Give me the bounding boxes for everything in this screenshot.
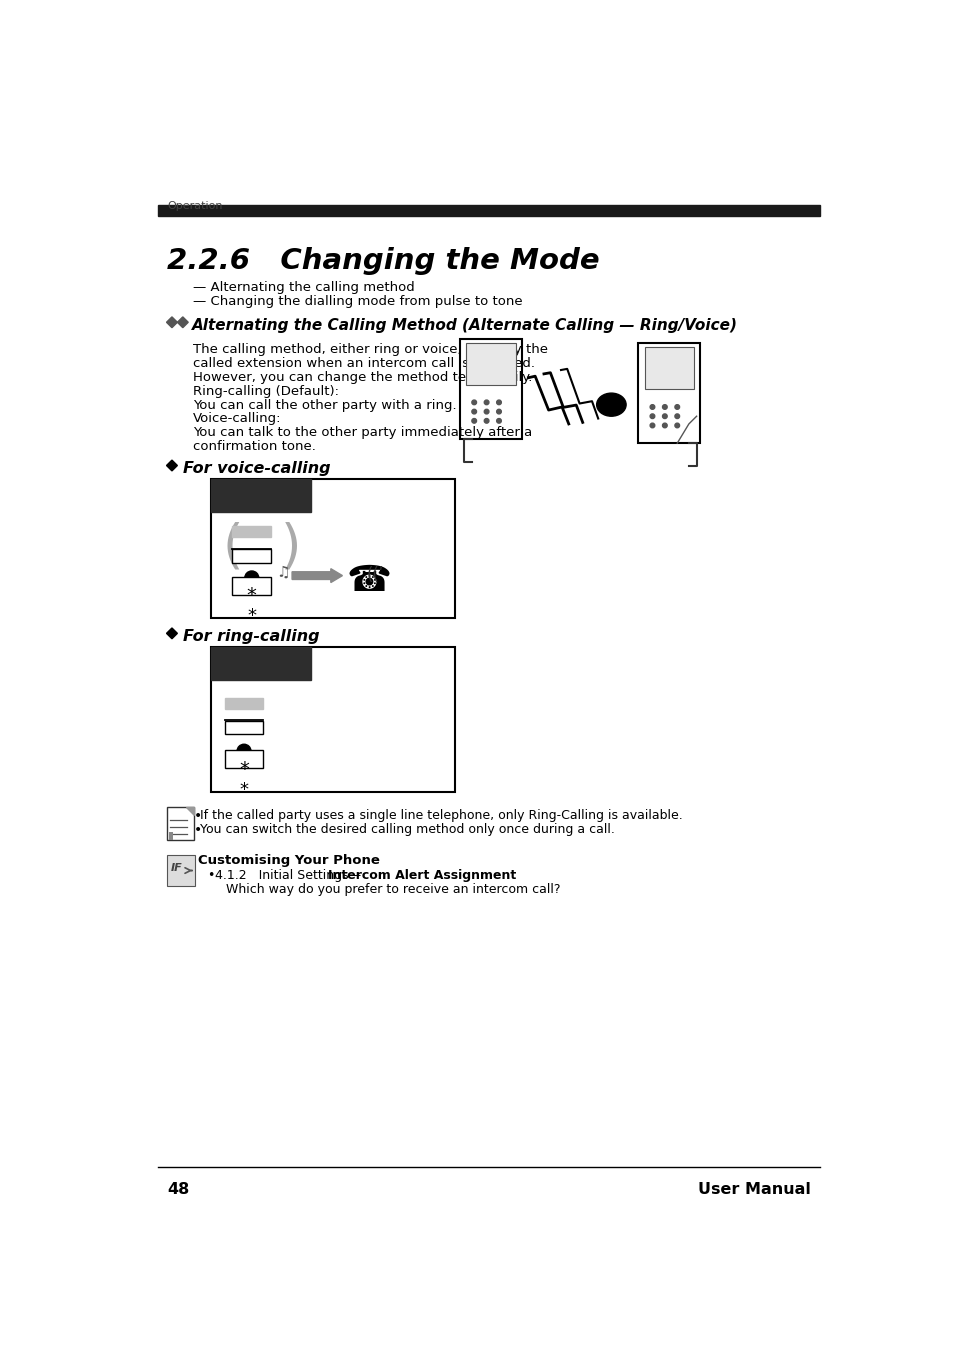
Bar — [224, 750, 263, 769]
Circle shape — [245, 571, 258, 585]
Circle shape — [484, 409, 488, 413]
Text: The calling method, either ring or voice, is set by the: The calling method, either ring or voice… — [193, 343, 547, 357]
Text: Alternating the Calling Method (Alternate Calling — Ring/Voice): Alternating the Calling Method (Alternat… — [192, 317, 738, 332]
Bar — [211, 647, 311, 680]
Text: *: * — [247, 586, 256, 605]
Circle shape — [649, 405, 654, 409]
Circle shape — [674, 413, 679, 419]
Circle shape — [661, 405, 666, 409]
Circle shape — [649, 413, 654, 419]
Circle shape — [484, 400, 488, 405]
Text: User Manual: User Manual — [697, 1182, 810, 1197]
Circle shape — [484, 419, 488, 423]
Bar — [233, 577, 271, 594]
Text: — Changing the dialling mode from pulse to tone: — Changing the dialling mode from pulse … — [193, 296, 522, 308]
Circle shape — [236, 744, 251, 758]
Text: For ring-calling: For ring-calling — [183, 628, 319, 643]
Text: ☎: ☎ — [346, 565, 391, 598]
Bar — [644, 347, 694, 389]
Polygon shape — [167, 461, 177, 471]
Text: •: • — [193, 809, 202, 823]
Bar — [233, 550, 271, 562]
Bar — [158, 205, 819, 216]
Text: For voice-calling: For voice-calling — [183, 461, 330, 476]
Bar — [211, 647, 455, 792]
Text: You can switch the desired calling method only once during a call.: You can switch the desired calling metho… — [199, 823, 614, 836]
Bar — [638, 343, 700, 443]
Ellipse shape — [596, 393, 625, 416]
Bar — [224, 698, 263, 709]
Text: Customising Your Phone: Customising Your Phone — [198, 854, 380, 866]
Text: ♫: ♫ — [276, 565, 290, 580]
Text: (: ( — [222, 521, 243, 574]
Text: You can call the other party with a ring.: You can call the other party with a ring… — [193, 399, 456, 412]
Bar — [169, 832, 173, 840]
Circle shape — [497, 400, 500, 405]
Bar — [167, 808, 193, 840]
Circle shape — [472, 400, 476, 405]
Text: Operation: Operation — [167, 200, 223, 211]
Circle shape — [472, 419, 476, 423]
Bar — [224, 721, 263, 734]
Text: called extension when an intercom call is received.: called extension when an intercom call i… — [193, 357, 535, 370]
Text: *: * — [239, 759, 249, 778]
FancyArrow shape — [292, 569, 342, 582]
Text: 2.2.6   Changing the Mode: 2.2.6 Changing the Mode — [167, 247, 599, 274]
Text: You can talk to the other party immediately after a: You can talk to the other party immediat… — [193, 426, 532, 439]
Bar — [459, 339, 521, 439]
Circle shape — [661, 413, 666, 419]
Text: *: * — [239, 781, 249, 800]
Text: If the called party uses a single line telephone, only Ring-Calling is available: If the called party uses a single line t… — [199, 809, 682, 821]
Bar — [211, 480, 311, 512]
Text: Voice-calling:: Voice-calling: — [193, 412, 281, 426]
Circle shape — [649, 423, 654, 428]
Text: *: * — [247, 607, 256, 626]
Circle shape — [497, 419, 500, 423]
Circle shape — [472, 409, 476, 413]
Circle shape — [674, 405, 679, 409]
Circle shape — [661, 423, 666, 428]
Polygon shape — [167, 628, 177, 639]
Polygon shape — [177, 317, 188, 328]
Polygon shape — [186, 808, 193, 815]
Polygon shape — [167, 317, 177, 328]
Bar — [233, 527, 271, 538]
Text: •: • — [193, 823, 202, 836]
Text: IF: IF — [171, 863, 182, 873]
Bar — [211, 480, 455, 617]
Text: ): ) — [280, 521, 300, 574]
Circle shape — [497, 409, 500, 413]
Bar — [167, 855, 195, 886]
Text: Intercom Alert Assignment: Intercom Alert Assignment — [328, 869, 517, 882]
Text: 4.1.2   Initial Settings—: 4.1.2 Initial Settings— — [215, 869, 361, 882]
Bar — [466, 343, 516, 385]
Text: — Alternating the calling method: — Alternating the calling method — [193, 281, 415, 295]
Text: •: • — [208, 869, 214, 882]
Circle shape — [674, 423, 679, 428]
Text: 48: 48 — [167, 1182, 190, 1197]
Text: Ring-calling (Default):: Ring-calling (Default): — [193, 385, 338, 397]
Text: ((ʹ: ((ʹ — [366, 566, 383, 585]
Text: However, you can change the method temporarily.: However, you can change the method tempo… — [193, 370, 532, 384]
Text: Which way do you prefer to receive an intercom call?: Which way do you prefer to receive an in… — [226, 882, 560, 896]
Text: confirmation tone.: confirmation tone. — [193, 440, 315, 453]
